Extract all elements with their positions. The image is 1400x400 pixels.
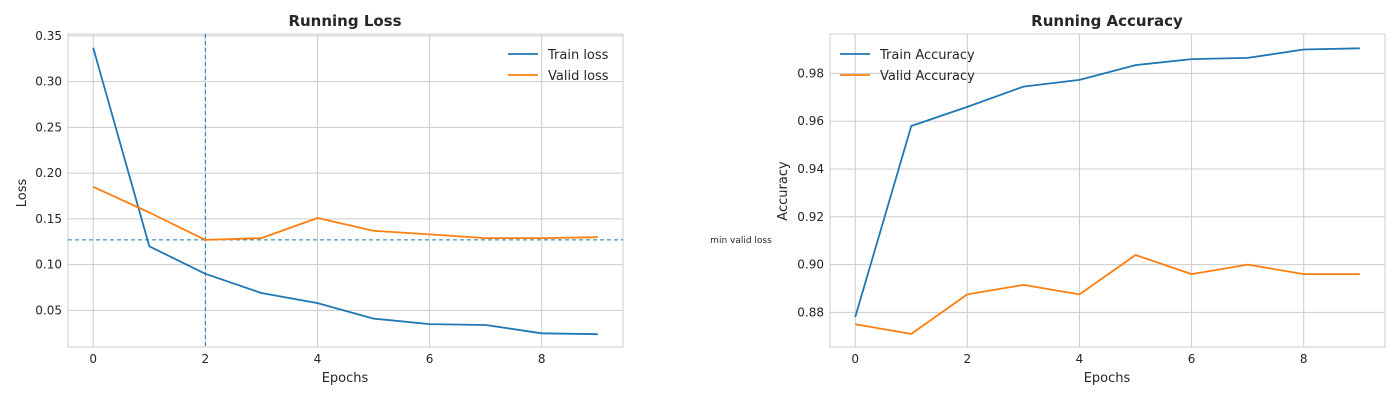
accuracy-series-train-line <box>854 47 1360 318</box>
loss-xtick-label: 0 <box>89 352 97 366</box>
accuracy-chart-ylabel: Accuracy <box>776 161 791 221</box>
accuracy-ytick-label: 0.96 <box>797 114 824 128</box>
accuracy-xtick-label: 0 <box>851 352 859 366</box>
accuracy-chart-title: Running Accuracy <box>1031 12 1183 30</box>
min-valid-loss-annotation: min valid loss <box>710 236 772 246</box>
loss-ytick-label: 0.05 <box>35 303 62 317</box>
loss-legend-label: Train loss <box>547 48 609 63</box>
loss-xtick-label: 4 <box>314 352 322 366</box>
loss-series-train-line <box>92 47 598 336</box>
loss-chart-title: Running Loss <box>288 12 401 30</box>
accuracy-legend-label: Valid Accuracy <box>880 69 975 84</box>
accuracy-plot-frame <box>829 33 1386 348</box>
accuracy-ytick-label: 0.98 <box>797 66 824 80</box>
accuracy-series-valid-line <box>855 254 1360 335</box>
loss-legend-label: Valid loss <box>548 69 609 84</box>
loss-series-valid-line <box>92 185 598 241</box>
accuracy-ytick-label: 0.92 <box>797 210 824 224</box>
loss-xtick-label: 8 <box>538 352 546 366</box>
accuracy-xtick-label: 8 <box>1300 352 1308 366</box>
loss-chart: Running Loss Epochs Loss 0 2 4 6 8 0.05 0.10 0.… <box>15 12 624 386</box>
accuracy-chart-xlabel: Epochs <box>1084 371 1131 386</box>
loss-ytick-label: 0.20 <box>35 166 62 180</box>
accuracy-ytick-label: 0.88 <box>797 305 824 319</box>
accuracy-ytick-label: 0.90 <box>797 258 824 272</box>
loss-ytick-label: 0.35 <box>35 29 62 43</box>
loss-ytick-label: 0.10 <box>35 258 62 272</box>
loss-ytick-label: 0.15 <box>35 212 62 226</box>
loss-ytick-label: 0.30 <box>35 75 62 89</box>
accuracy-xtick-label: 6 <box>1188 352 1196 366</box>
loss-xtick-label: 2 <box>202 352 210 366</box>
loss-chart-ylabel: Loss <box>15 179 30 208</box>
accuracy-ytick-label: 0.94 <box>797 162 824 176</box>
accuracy-xtick-label: 2 <box>964 352 972 366</box>
accuracy-chart: Running Accuracy Epochs Accuracy 0 2 4 6 8 0.… <box>776 12 1386 386</box>
loss-plot-frame <box>67 33 624 348</box>
loss-xtick-label: 6 <box>426 352 434 366</box>
accuracy-xtick-label: 4 <box>1076 352 1084 366</box>
loss-chart-xlabel: Epochs <box>322 371 369 386</box>
loss-ytick-label: 0.25 <box>35 120 62 134</box>
accuracy-legend-label: Train Accuracy <box>879 48 975 63</box>
